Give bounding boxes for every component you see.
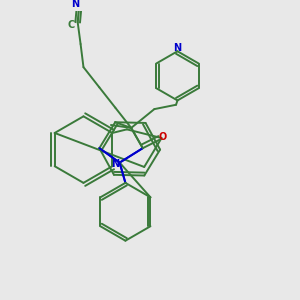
Text: N: N	[72, 0, 80, 8]
Text: C: C	[68, 20, 75, 30]
Text: N: N	[173, 44, 181, 53]
Text: O: O	[159, 132, 167, 142]
Text: N: N	[111, 159, 119, 169]
